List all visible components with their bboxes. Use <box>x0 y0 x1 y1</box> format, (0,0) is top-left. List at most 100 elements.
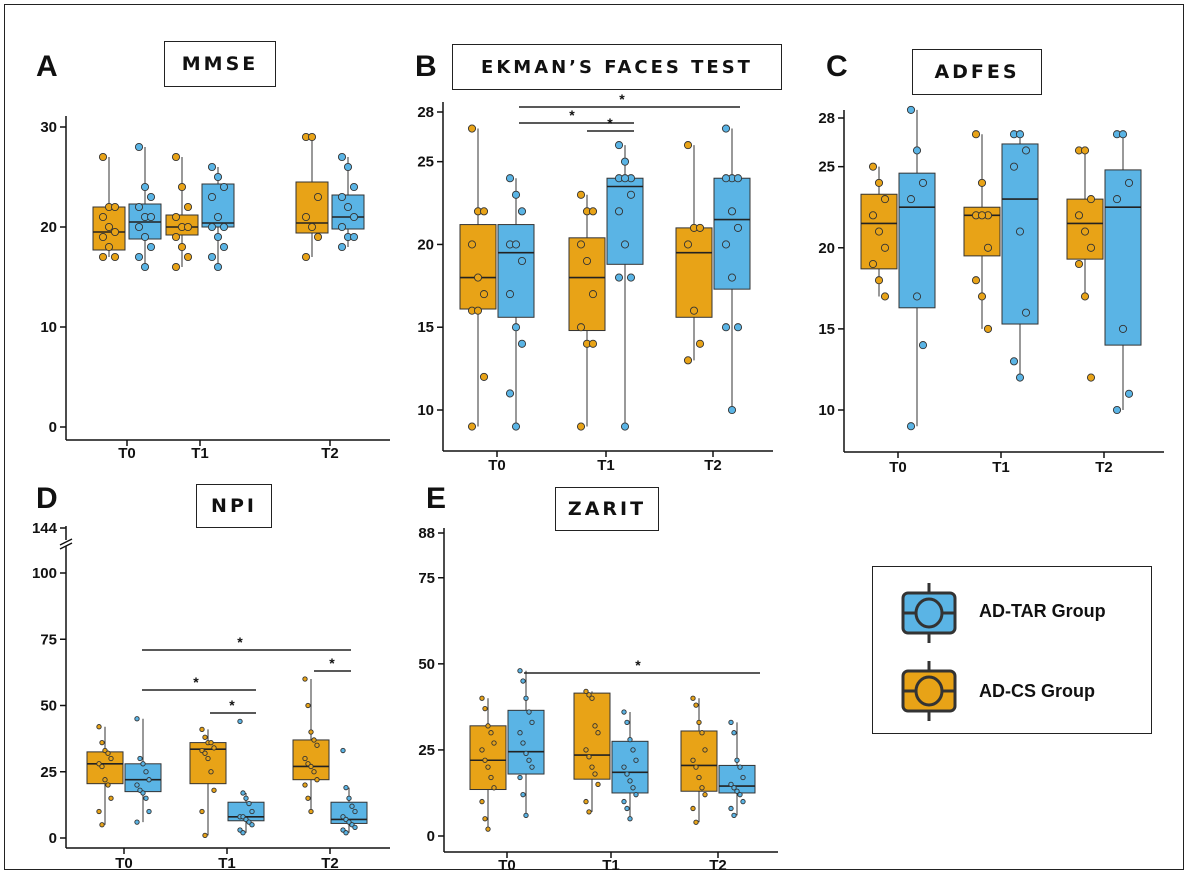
data-point <box>311 737 317 743</box>
data-point <box>699 730 705 736</box>
data-point <box>482 705 488 712</box>
box-ad-cs-t2 <box>292 676 330 815</box>
data-point <box>208 769 214 775</box>
box-ad-cs-t2 <box>295 132 329 262</box>
box-ad-tar-t1 <box>1001 130 1039 382</box>
data-point <box>302 755 308 762</box>
data-point <box>479 207 489 216</box>
data-point <box>1086 243 1096 252</box>
data-point <box>337 242 347 252</box>
data-point <box>205 755 211 762</box>
data-point <box>240 830 246 836</box>
data-point <box>918 341 928 350</box>
data-point <box>582 256 592 266</box>
data-point <box>874 178 884 187</box>
y-tick-label: 50 <box>418 656 435 673</box>
box-ad-tar-t2 <box>713 124 751 415</box>
y-tick-label: 25 <box>40 764 57 781</box>
data-point <box>1009 162 1019 171</box>
data-point <box>621 764 627 770</box>
data-point <box>731 812 737 818</box>
data-point <box>526 757 532 763</box>
data-point <box>971 276 981 285</box>
data-point <box>614 207 624 216</box>
data-point <box>313 192 323 202</box>
y-tick-label: 25 <box>418 742 435 759</box>
data-point <box>171 212 181 222</box>
data-point <box>529 719 535 726</box>
box-ad-cs-t1 <box>573 688 611 815</box>
x-tick-label: T1 <box>992 459 1010 476</box>
data-point <box>511 422 521 431</box>
significance-star: * <box>229 697 235 713</box>
significance-star: * <box>193 674 199 690</box>
data-point <box>740 798 746 805</box>
x-tick-label: T0 <box>498 857 516 874</box>
data-point <box>482 816 488 822</box>
significance-star: * <box>635 657 641 673</box>
data-point <box>98 232 108 242</box>
data-point <box>146 777 152 783</box>
data-point <box>343 202 353 212</box>
y-tick-label: 100 <box>32 565 57 582</box>
x-tick-label: T1 <box>597 457 615 474</box>
data-point <box>526 709 532 715</box>
data-point <box>588 290 598 299</box>
data-point <box>1015 373 1025 382</box>
box-ad-tar-t2 <box>330 747 368 836</box>
box <box>292 739 330 781</box>
data-point <box>517 207 527 216</box>
data-point <box>491 785 497 791</box>
data-point <box>630 785 636 791</box>
data-point <box>313 232 323 242</box>
data-point <box>912 146 922 155</box>
data-point <box>626 273 636 282</box>
data-point <box>693 764 699 770</box>
legend: AD-TAR Group AD-CS Group <box>872 566 1152 734</box>
data-point <box>977 178 987 187</box>
data-point <box>308 808 314 815</box>
legend-swatch-ad-tar <box>901 583 957 643</box>
data-point <box>523 695 529 701</box>
box <box>507 709 545 775</box>
data-point <box>721 124 731 133</box>
data-point <box>314 777 320 783</box>
box <box>568 237 606 332</box>
data-point <box>633 757 639 763</box>
data-point <box>728 781 734 788</box>
data-point <box>517 256 527 266</box>
data-point <box>690 695 696 701</box>
data-point <box>621 709 627 715</box>
data-point <box>880 195 890 204</box>
axis-break-gap <box>60 540 72 546</box>
significance-star: * <box>569 107 575 123</box>
data-point <box>105 750 111 756</box>
data-point <box>213 172 223 182</box>
x-tick-label: T0 <box>118 445 136 462</box>
data-point <box>202 750 208 756</box>
data-point <box>108 755 114 762</box>
data-point <box>104 242 114 252</box>
y-tick-label: 20 <box>40 219 57 236</box>
data-point <box>505 389 515 398</box>
box-ad-cs-t2 <box>1066 146 1104 382</box>
data-point <box>734 788 740 794</box>
data-point <box>1021 308 1031 317</box>
data-point <box>614 141 624 150</box>
figure-frame <box>4 4 1184 870</box>
data-point <box>479 798 485 805</box>
y-tick-label: 144 <box>32 520 58 537</box>
data-point <box>199 808 205 815</box>
data-point <box>1080 292 1090 301</box>
data-point <box>308 763 314 770</box>
box-ad-cs-t0 <box>459 124 497 431</box>
data-point <box>1118 324 1128 333</box>
panel-c: 10 15 20 25 28 T0 T1 T2 <box>818 105 1164 476</box>
data-point <box>183 222 193 232</box>
box-ad-tar-t0 <box>507 668 545 818</box>
legend-label-ad-tar: AD-TAR Group <box>979 601 1106 621</box>
data-point <box>626 190 636 199</box>
box <box>459 224 497 310</box>
data-point <box>1015 130 1025 139</box>
data-point <box>633 792 639 798</box>
